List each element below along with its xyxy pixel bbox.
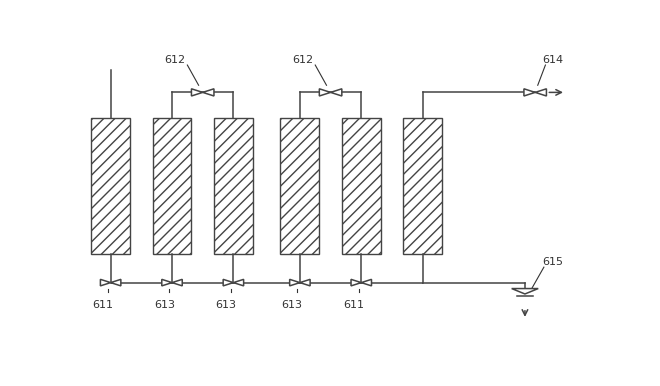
Polygon shape [162, 279, 172, 286]
Polygon shape [191, 89, 203, 96]
Bar [91, 118, 130, 254]
Polygon shape [172, 279, 182, 286]
Polygon shape [361, 279, 372, 286]
Polygon shape [319, 89, 331, 96]
Text: 613: 613 [215, 300, 236, 310]
Polygon shape [111, 279, 121, 286]
Polygon shape [512, 289, 539, 294]
Polygon shape [535, 89, 546, 96]
Bar [280, 118, 319, 254]
Text: 613: 613 [154, 300, 175, 310]
Polygon shape [100, 279, 111, 286]
Bar [152, 118, 191, 254]
Polygon shape [203, 89, 214, 96]
Bar [214, 118, 253, 254]
Text: 612: 612 [164, 55, 185, 65]
Bar [342, 118, 381, 254]
Text: 611: 611 [92, 300, 114, 310]
Polygon shape [524, 89, 535, 96]
Polygon shape [290, 279, 300, 286]
Polygon shape [331, 89, 342, 96]
Text: 613: 613 [282, 300, 303, 310]
Polygon shape [300, 279, 310, 286]
Polygon shape [351, 279, 361, 286]
Text: 614: 614 [543, 55, 564, 65]
Bar [403, 118, 442, 254]
Polygon shape [223, 279, 234, 286]
Text: 615: 615 [543, 257, 564, 267]
Polygon shape [234, 279, 244, 286]
Text: 612: 612 [292, 55, 313, 65]
Text: 611: 611 [343, 300, 364, 310]
